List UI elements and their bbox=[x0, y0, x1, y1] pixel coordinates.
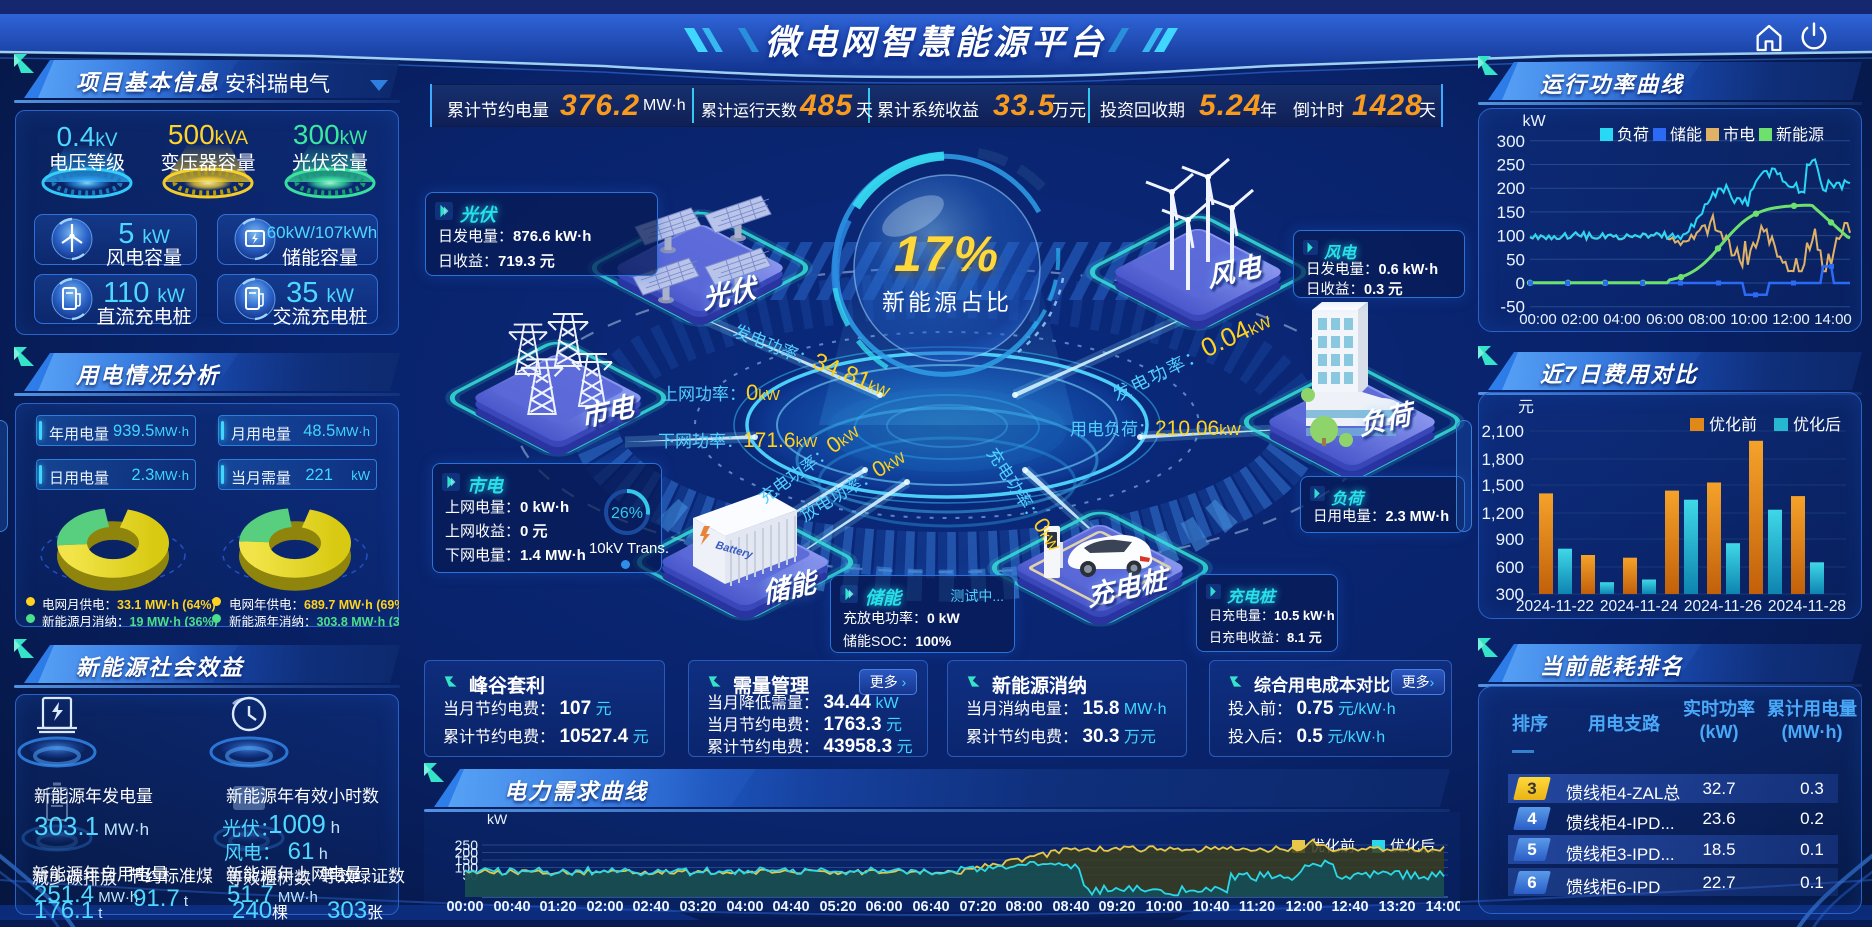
svg-text:02:00: 02:00 bbox=[586, 899, 623, 915]
svg-text:300: 300 bbox=[1497, 132, 1525, 151]
svg-text:12:00: 12:00 bbox=[1772, 311, 1810, 328]
svg-text:02:00: 02:00 bbox=[1561, 311, 1599, 328]
svg-text:05:20: 05:20 bbox=[819, 899, 856, 915]
svg-text:12:40: 12:40 bbox=[1331, 899, 1368, 915]
svg-text:11:20: 11:20 bbox=[1239, 899, 1275, 915]
svg-text:10:00: 10:00 bbox=[1730, 311, 1768, 328]
svg-text:250: 250 bbox=[1497, 156, 1525, 175]
svg-text:08:40: 08:40 bbox=[1052, 899, 1089, 915]
svg-text:06:00: 06:00 bbox=[1646, 311, 1684, 328]
svg-text:08:00: 08:00 bbox=[1005, 899, 1042, 915]
svg-text:0: 0 bbox=[1516, 274, 1525, 293]
svg-text:08:00: 08:00 bbox=[1688, 311, 1726, 328]
svg-text:13:20: 13:20 bbox=[1378, 899, 1415, 915]
svg-text:市电: 市电 bbox=[1723, 126, 1755, 144]
svg-text:2024-11-28: 2024-11-28 bbox=[1768, 598, 1846, 615]
svg-text:12:00: 12:00 bbox=[1285, 899, 1322, 915]
svg-text:-50: -50 bbox=[1500, 298, 1525, 317]
svg-text:04:00: 04:00 bbox=[726, 899, 763, 915]
svg-text:负荷: 负荷 bbox=[1617, 126, 1649, 144]
svg-text:04:00: 04:00 bbox=[1603, 311, 1641, 328]
svg-text:26%: 26% bbox=[611, 505, 643, 522]
svg-text:200: 200 bbox=[1497, 179, 1525, 198]
svg-text:kW: kW bbox=[487, 812, 508, 827]
svg-text:2024-11-26: 2024-11-26 bbox=[1684, 598, 1762, 615]
svg-text:储能: 储能 bbox=[1670, 126, 1702, 144]
svg-text:250: 250 bbox=[455, 837, 479, 853]
svg-text:00:40: 00:40 bbox=[493, 899, 530, 915]
svg-text:50: 50 bbox=[1506, 250, 1525, 269]
svg-text:150: 150 bbox=[1497, 203, 1525, 222]
svg-text:100: 100 bbox=[1497, 227, 1525, 246]
svg-text:2024-11-24: 2024-11-24 bbox=[1600, 598, 1679, 615]
svg-text:2,100: 2,100 bbox=[1481, 422, 1524, 441]
svg-text:1,200: 1,200 bbox=[1481, 504, 1524, 523]
svg-text:元: 元 bbox=[1518, 399, 1534, 416]
svg-text:06:00: 06:00 bbox=[865, 899, 902, 915]
svg-text:02:40: 02:40 bbox=[632, 899, 669, 915]
svg-text:优化前: 优化前 bbox=[1709, 416, 1757, 434]
svg-text:04:40: 04:40 bbox=[772, 899, 809, 915]
svg-text:新能源: 新能源 bbox=[1776, 126, 1824, 144]
svg-text:03:20: 03:20 bbox=[679, 899, 716, 915]
svg-text:00:00: 00:00 bbox=[1519, 311, 1557, 328]
svg-text:1,500: 1,500 bbox=[1481, 476, 1524, 495]
svg-text:kW: kW bbox=[1522, 113, 1546, 130]
svg-text:优化后: 优化后 bbox=[1793, 416, 1841, 434]
svg-text:14:00: 14:00 bbox=[1814, 311, 1852, 328]
svg-text:600: 600 bbox=[1496, 558, 1524, 577]
svg-text:14:00: 14:00 bbox=[1425, 899, 1460, 915]
svg-text:07:20: 07:20 bbox=[959, 899, 996, 915]
svg-text:1,800: 1,800 bbox=[1481, 450, 1524, 469]
svg-text:900: 900 bbox=[1496, 530, 1524, 549]
svg-text:09:20: 09:20 bbox=[1098, 899, 1135, 915]
svg-text:10:00: 10:00 bbox=[1145, 899, 1182, 915]
svg-text:200: 200 bbox=[455, 845, 479, 861]
svg-text:00:00: 00:00 bbox=[446, 899, 483, 915]
svg-text:2024-11-22: 2024-11-22 bbox=[1516, 598, 1594, 615]
svg-text:06:40: 06:40 bbox=[912, 899, 949, 915]
svg-text:150: 150 bbox=[455, 852, 479, 868]
svg-text:01:20: 01:20 bbox=[539, 899, 576, 915]
svg-text:300: 300 bbox=[1496, 585, 1524, 604]
svg-text:10:40: 10:40 bbox=[1192, 899, 1229, 915]
